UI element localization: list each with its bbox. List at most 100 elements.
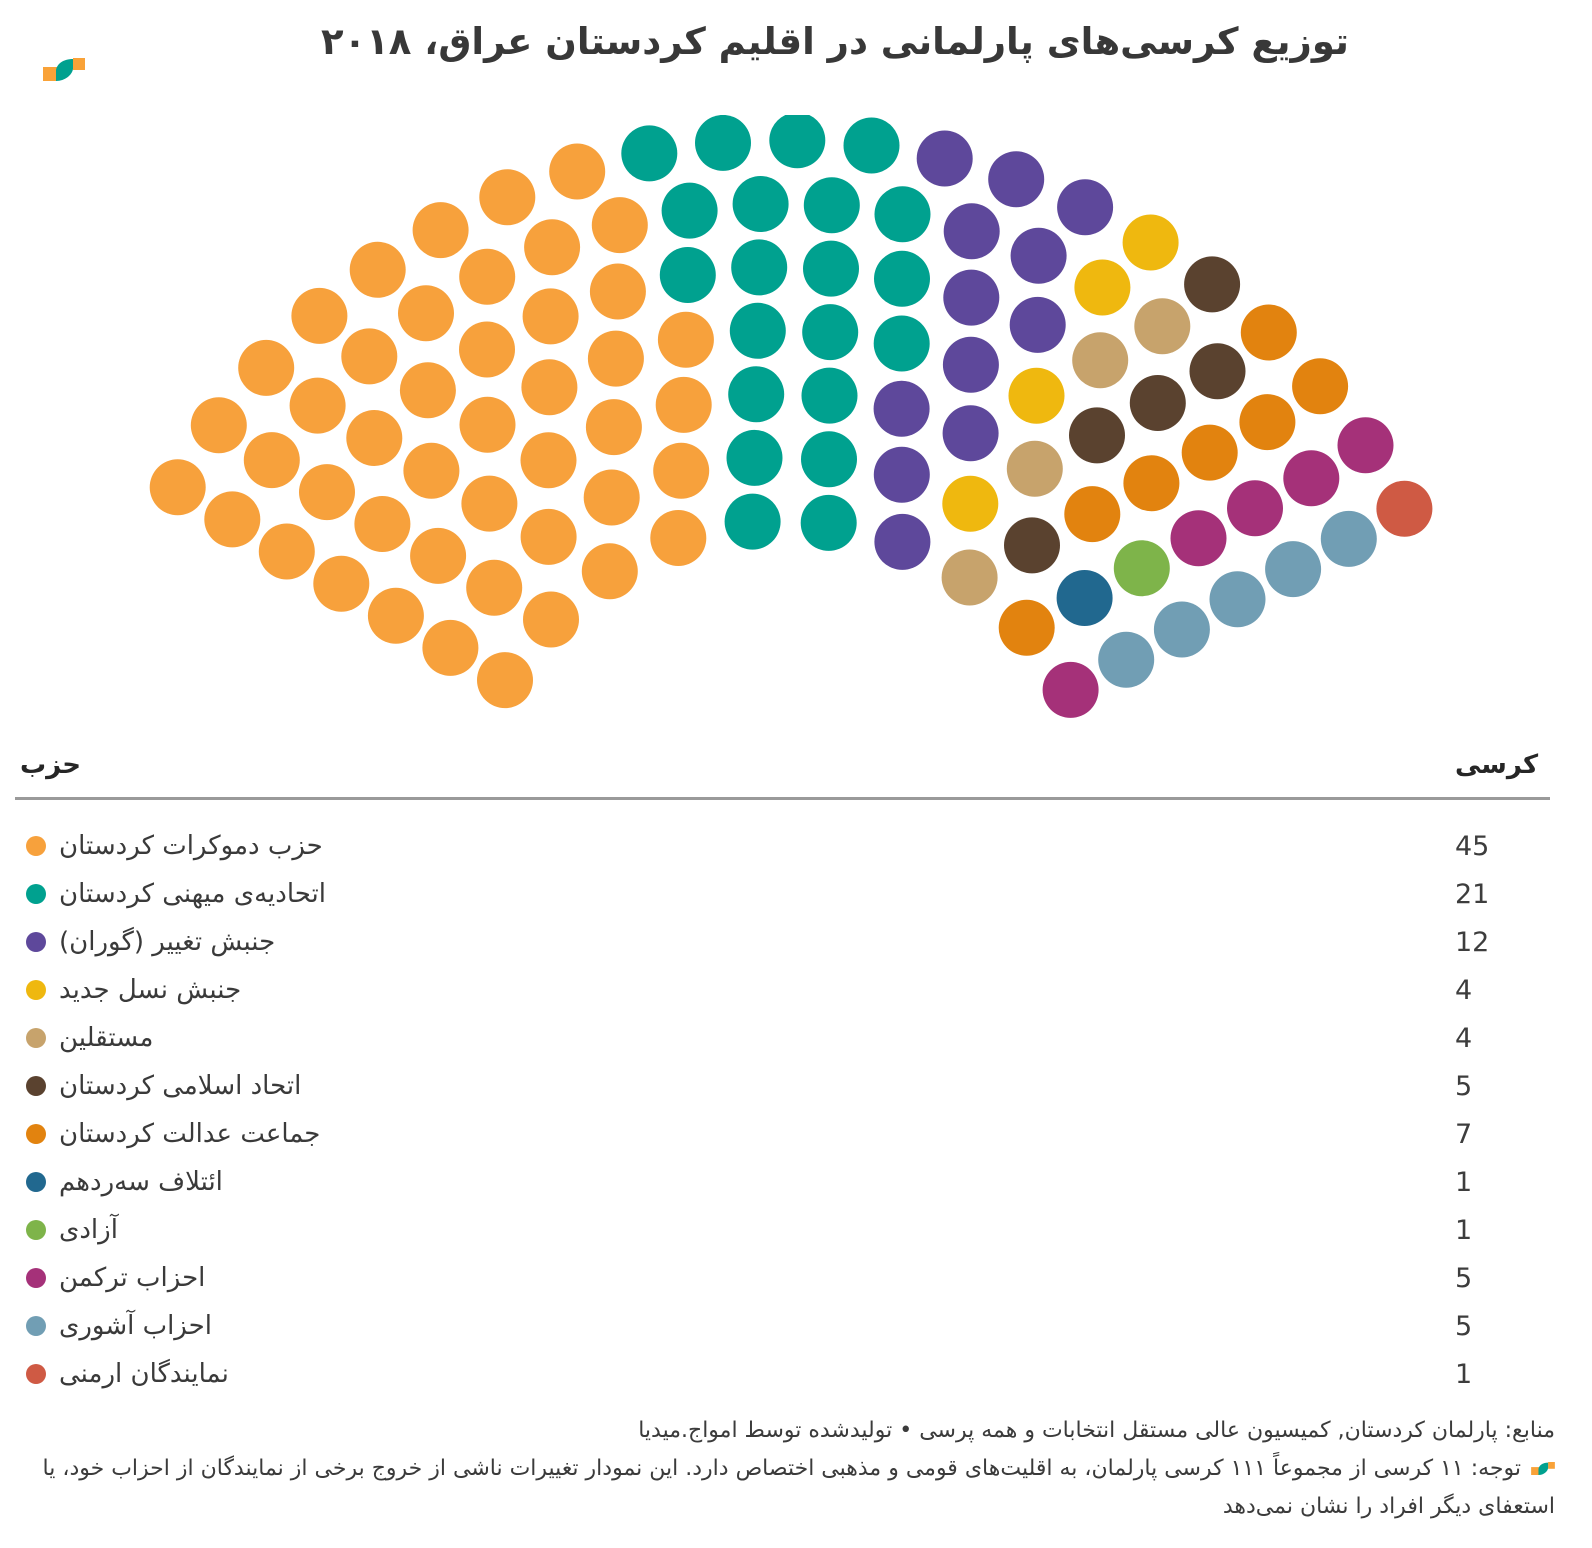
seat-dot (731, 239, 788, 296)
seat-dot (802, 304, 859, 361)
legend-party-label: اتحاد اسلامی کردستان (59, 1071, 302, 1101)
seat-dot (1227, 480, 1283, 537)
party-color-dot-icon (26, 1124, 46, 1144)
footnotes: منابع: پارلمان کردستان, کمیسیون عالی مست… (0, 1412, 1555, 1526)
legend-seat-count: 1 (1455, 1214, 1473, 1246)
seat-dot (621, 125, 678, 182)
seat-dot (916, 130, 973, 187)
seat-dot (549, 143, 606, 200)
seat-dot (998, 599, 1055, 656)
seat-dot (1042, 661, 1099, 718)
seat-dot (1239, 394, 1296, 451)
seat-dot (988, 151, 1045, 208)
party-color-dot-icon (26, 1076, 46, 1096)
seat-dot (591, 197, 648, 254)
legend-party-label: ائتلاف سه‌ردهم (59, 1167, 223, 1197)
seat-dot (587, 330, 644, 387)
legend-row: احزاب آشوری 5 (0, 1302, 1592, 1350)
seat-dot (1376, 480, 1433, 537)
legend-seat-count: 4 (1455, 974, 1473, 1006)
seat-dot (412, 202, 469, 259)
seat-dot (1209, 571, 1266, 628)
legend-seat-count: 5 (1455, 1070, 1473, 1102)
seat-dot (398, 285, 454, 342)
seat-dot (801, 367, 858, 424)
seat-dot (657, 311, 714, 368)
legend-seat-count: 1 (1455, 1166, 1473, 1198)
logo-square-left (43, 67, 57, 81)
legend-party-label: جنبش نسل جدید (59, 975, 242, 1005)
seat-dot (477, 652, 533, 709)
seat-dot (729, 302, 786, 359)
seat-dot (874, 513, 931, 570)
seat-dot (1010, 227, 1067, 284)
legend-party-label: حزب دموکرات کردستان (59, 831, 323, 861)
legend-seat-count: 1 (1455, 1358, 1473, 1390)
legend-seat-count: 4 (1455, 1022, 1473, 1054)
seat-dot (1129, 375, 1186, 431)
party-color-dot-icon (26, 1172, 46, 1192)
legend-row: احزاب ترکمن 5 (0, 1254, 1592, 1302)
seat-dot (479, 169, 536, 226)
seats-column-header: کرسی (1455, 750, 1539, 780)
party-color-dot-icon (26, 1220, 46, 1240)
seat-dot (653, 442, 710, 499)
seat-dot (1072, 332, 1129, 389)
legend-party-label: اتحادیه‌ی میهنی کردستان (59, 879, 327, 909)
seat-dot (1009, 296, 1066, 353)
seat-dot (1337, 417, 1394, 474)
legend-seat-count: 21 (1455, 878, 1490, 910)
seat-dot (1189, 343, 1246, 400)
seat-dot (800, 494, 857, 551)
seat-dot (873, 315, 930, 372)
amwaj-logo-icon (43, 58, 85, 81)
seat-dot (521, 359, 578, 416)
seat-dot (1292, 358, 1349, 415)
seat-dot (1064, 486, 1121, 543)
seat-dot (801, 431, 857, 488)
seat-dot (524, 219, 581, 276)
legend-row: جنبش تغییر (گوران) 12 (0, 918, 1592, 966)
seat-dot (466, 559, 523, 616)
methodology-note-text: توجه: ۱۱ کرسی از مجموعاً ۱۱۱ کرسی پارلما… (42, 1456, 1521, 1481)
seat-dot (459, 248, 516, 305)
seat-dot (941, 549, 998, 606)
seat-dot (581, 543, 638, 600)
legend-party-label: مستقلین (59, 1023, 154, 1053)
legend-seat-count: 5 (1455, 1310, 1473, 1342)
seat-dot (149, 459, 206, 516)
seat-dot (238, 339, 295, 396)
legend-party-label: احزاب آشوری (59, 1311, 212, 1341)
seat-dot (1123, 455, 1180, 512)
seat-dot (1113, 540, 1170, 597)
party-color-dot-icon (26, 932, 46, 952)
seat-dot (520, 432, 577, 489)
seat-dot (1153, 601, 1210, 658)
legend-party-label: جماعت عدالت کردستان (59, 1119, 321, 1149)
seat-dot (1006, 440, 1063, 497)
sources-note: منابع: پارلمان کردستان, کمیسیون عالی مست… (638, 1418, 1555, 1443)
seat-dot (874, 250, 930, 307)
seat-dot (523, 591, 579, 648)
hemicycle-chart-area (0, 112, 1592, 765)
seat-dot (422, 619, 479, 676)
seat-dot (1008, 367, 1065, 424)
legend-seat-count: 5 (1455, 1262, 1473, 1294)
legend-party-label: نمایندگان ارمنی (59, 1359, 229, 1389)
page-title: توزیع کرسی‌های پارلمانی در اقلیم کردستان… (321, 20, 1349, 63)
legend-row: مستقلین 4 (0, 1014, 1592, 1062)
seat-dot (732, 176, 789, 232)
legend-seat-count: 7 (1455, 1118, 1473, 1150)
logo-wave (56, 59, 73, 81)
seat-dot (874, 186, 931, 243)
party-column-header: حزب (20, 750, 82, 780)
seat-dot (403, 442, 460, 499)
seat-dot (661, 182, 718, 239)
legend-party-label: احزاب ترکمن (59, 1263, 206, 1293)
logo-square-right (73, 58, 85, 70)
party-color-dot-icon (26, 1268, 46, 1288)
seat-dot (346, 410, 403, 466)
seat-dot (873, 446, 930, 503)
seat-dot (461, 475, 518, 532)
seat-dot (724, 493, 781, 550)
